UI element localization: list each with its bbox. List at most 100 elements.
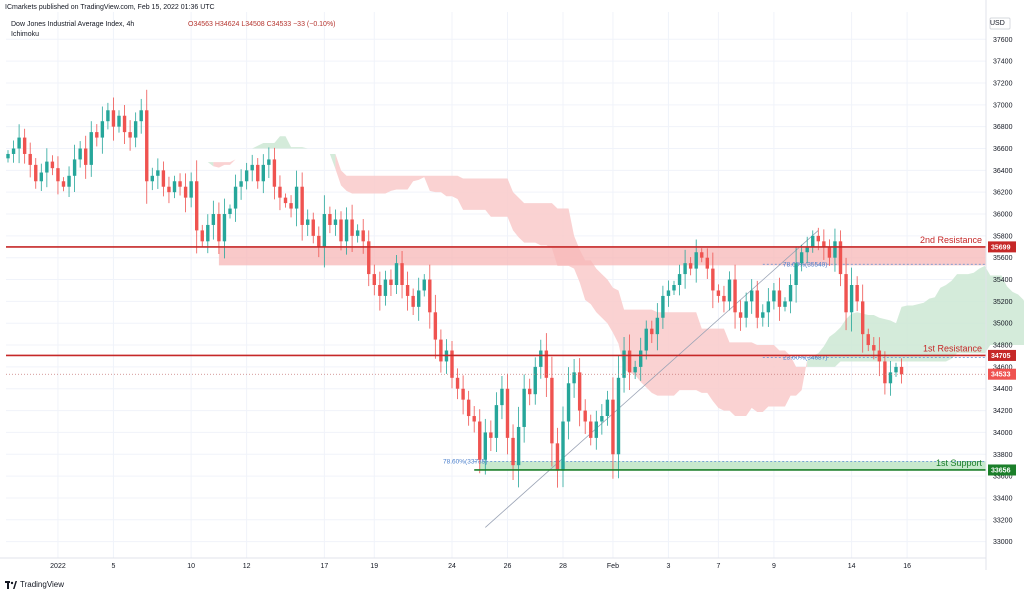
candle bbox=[122, 104, 127, 144]
candle bbox=[500, 376, 504, 420]
cloud-bullish bbox=[807, 265, 1024, 367]
candle bbox=[616, 355, 621, 479]
candle-body bbox=[744, 301, 748, 318]
price-tick-label: 35600 bbox=[993, 255, 1013, 262]
candle bbox=[561, 406, 565, 488]
candle bbox=[566, 367, 571, 440]
candle bbox=[761, 304, 765, 327]
candle bbox=[22, 128, 27, 164]
time-tick-label: 5 bbox=[111, 563, 115, 570]
candle bbox=[139, 98, 143, 134]
fib-level-label: 78.60%(35540) bbox=[783, 261, 827, 268]
candle-body bbox=[17, 137, 21, 149]
candle-body bbox=[483, 432, 487, 460]
candle bbox=[261, 154, 265, 194]
candle-body bbox=[122, 115, 127, 133]
candle bbox=[389, 269, 393, 296]
candle-body bbox=[528, 388, 532, 395]
candle-body bbox=[433, 312, 438, 340]
price-tick-label: 33200 bbox=[993, 517, 1013, 524]
candle-body bbox=[883, 361, 887, 384]
candle bbox=[145, 89, 149, 204]
candle bbox=[594, 410, 598, 450]
candle-body bbox=[777, 290, 782, 307]
candle bbox=[505, 373, 510, 455]
candle bbox=[705, 248, 709, 279]
price-axis[interactable]: 33000 33200 33400 33600 33800 34000 34200 34400… bbox=[985, 0, 1016, 570]
candle-body bbox=[466, 399, 471, 417]
candle-body bbox=[505, 388, 510, 438]
candle bbox=[233, 174, 238, 222]
candle bbox=[716, 284, 721, 303]
candle bbox=[394, 254, 399, 295]
candle-body bbox=[816, 235, 820, 242]
time-tick-label: 28 bbox=[559, 563, 567, 570]
price-tick-label: 33000 bbox=[993, 539, 1013, 546]
candle bbox=[605, 390, 610, 426]
candle-body bbox=[183, 186, 188, 198]
price-tick-label: 35000 bbox=[993, 321, 1013, 328]
price-tick-label: 36400 bbox=[993, 168, 1013, 175]
candle bbox=[89, 121, 93, 177]
candle-body bbox=[472, 416, 476, 422]
candle-body bbox=[117, 115, 121, 127]
candle bbox=[156, 158, 160, 189]
candle bbox=[50, 155, 55, 176]
candle bbox=[256, 158, 260, 189]
candle bbox=[217, 202, 221, 254]
candle-body bbox=[511, 437, 515, 466]
price-tag bbox=[988, 464, 1016, 476]
time-tick-label: 19 bbox=[370, 563, 378, 570]
candle bbox=[866, 328, 870, 352]
candle-body bbox=[239, 181, 243, 187]
candle-body bbox=[639, 350, 643, 367]
candle-body bbox=[688, 263, 693, 269]
fib-trendline bbox=[485, 230, 819, 528]
tradingview-brand[interactable]: TradingView bbox=[5, 580, 64, 589]
candle-body bbox=[478, 421, 482, 460]
candle-body bbox=[677, 274, 682, 285]
candle bbox=[95, 124, 99, 147]
candle bbox=[794, 247, 798, 303]
candle-body bbox=[539, 350, 543, 367]
candle bbox=[311, 212, 315, 244]
candle bbox=[677, 264, 682, 296]
candle bbox=[577, 358, 582, 427]
candle bbox=[367, 230, 371, 287]
candle-body bbox=[422, 279, 426, 291]
candle-body bbox=[655, 317, 660, 335]
level-label: 1st Support bbox=[936, 458, 983, 468]
candle-body bbox=[872, 345, 876, 351]
candle-body bbox=[855, 285, 859, 302]
candle bbox=[466, 390, 471, 426]
price-tick-label: 34600 bbox=[993, 364, 1013, 371]
candle bbox=[855, 276, 859, 312]
candle bbox=[422, 274, 426, 297]
candle bbox=[683, 249, 687, 289]
time-axis[interactable]: 2022 5 10 12 17 19 24 26 28 Feb 3 7 9 14 16 bbox=[0, 557, 986, 570]
candle bbox=[688, 257, 693, 276]
candle-body bbox=[450, 350, 454, 378]
candle bbox=[627, 334, 632, 391]
candle bbox=[544, 333, 549, 397]
candle-body bbox=[250, 164, 254, 171]
candle-body bbox=[783, 301, 787, 307]
candle bbox=[738, 300, 743, 331]
time-tick-label: 2022 bbox=[50, 563, 66, 570]
candle bbox=[433, 294, 438, 359]
candle-body bbox=[849, 285, 854, 313]
candle bbox=[572, 359, 576, 398]
level-label: 1st Resistance bbox=[923, 343, 982, 353]
candle bbox=[67, 166, 71, 198]
candle bbox=[339, 211, 343, 251]
candle bbox=[894, 362, 898, 377]
price-tag-label: 35699 bbox=[991, 244, 1011, 251]
candle bbox=[383, 270, 388, 306]
candle bbox=[267, 147, 271, 179]
candle-body bbox=[661, 295, 665, 318]
candle bbox=[472, 406, 476, 433]
candle bbox=[228, 204, 232, 219]
candle-body bbox=[167, 186, 171, 193]
candle bbox=[899, 358, 904, 384]
